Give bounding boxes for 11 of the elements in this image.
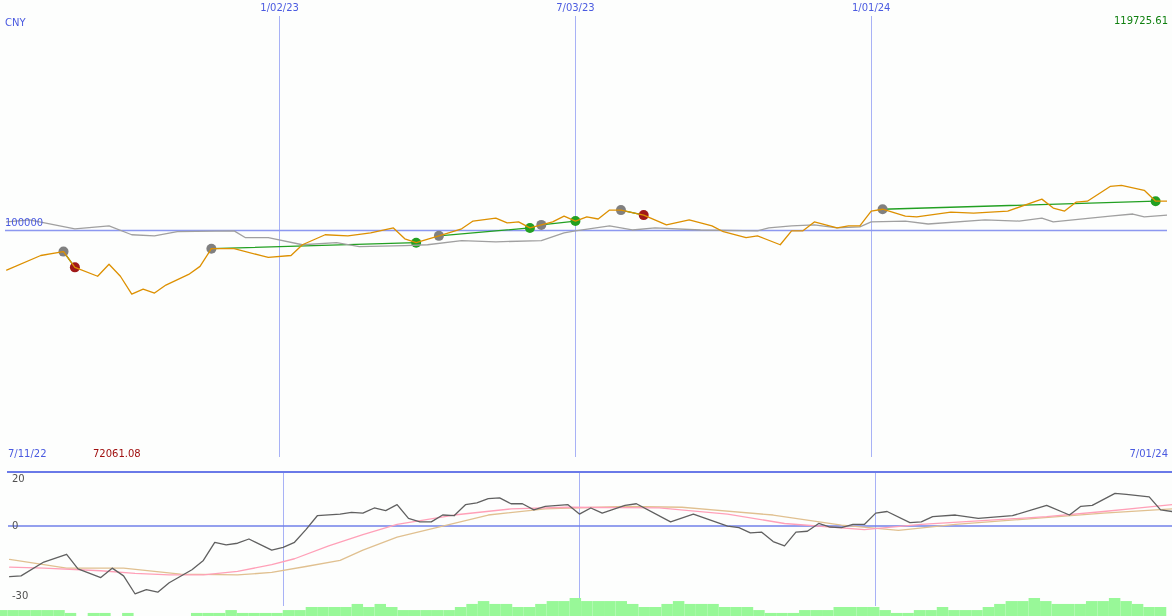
text: 7/01/24 xyxy=(1129,448,1168,459)
text: CNY xyxy=(5,17,27,28)
x-tick-label: 1/02/23 xyxy=(260,1,299,13)
y-tick-label: 20 xyxy=(12,472,25,484)
text: 7/11/22 xyxy=(8,448,47,459)
y-tick-label: -30 xyxy=(12,590,29,602)
x-tick-label: 7/03/23 xyxy=(556,1,595,13)
annotation: 100000 xyxy=(5,217,44,228)
x-tick-label: 1/01/24 xyxy=(851,1,891,13)
text: 119725.61 xyxy=(1113,15,1168,26)
text: 72061.08 xyxy=(93,448,141,459)
